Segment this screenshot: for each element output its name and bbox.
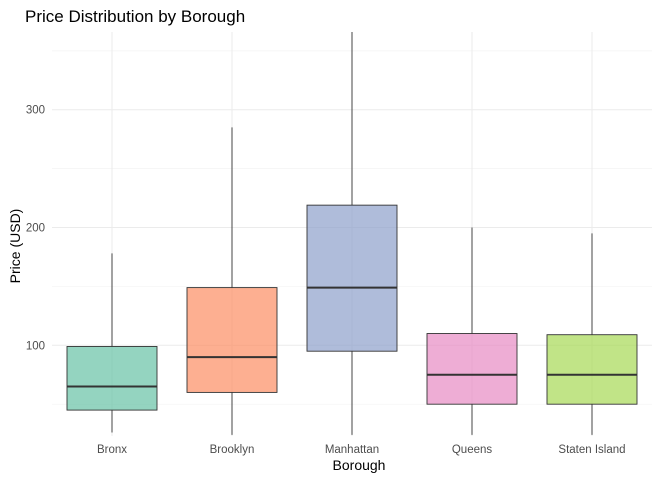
box-queens	[426, 227, 518, 435]
iqr-box	[66, 346, 158, 411]
y-tick-label: 300	[26, 105, 45, 117]
x-axis-ticks: Bronx Brooklyn Manhattan Queens Staten Islan…	[97, 444, 626, 456]
x-tick-label: Manhattan	[325, 444, 379, 456]
y-tick-label: 100	[26, 340, 45, 352]
chart-title: Price Distribution by Borough	[25, 7, 245, 26]
iqr-box	[306, 204, 398, 352]
x-tick-label: Queens	[452, 444, 493, 456]
iqr-box	[426, 333, 518, 405]
x-axis-title: Borough	[333, 457, 386, 473]
iqr-box	[546, 334, 638, 405]
boxes	[66, 32, 638, 435]
y-axis-title: Price (USD)	[7, 209, 23, 284]
x-tick-label: Bronx	[97, 444, 127, 456]
iqr-box	[186, 287, 278, 393]
box-manhattan	[306, 32, 398, 435]
x-tick-label: Brooklyn	[210, 444, 255, 456]
box-brooklyn	[186, 127, 278, 435]
x-tick-label: Staten Island	[558, 444, 625, 456]
y-tick-label: 200	[26, 223, 45, 235]
y-axis-ticks: 100 200 300	[26, 105, 45, 353]
box-staten-island	[546, 233, 638, 435]
box-bronx	[66, 253, 158, 433]
